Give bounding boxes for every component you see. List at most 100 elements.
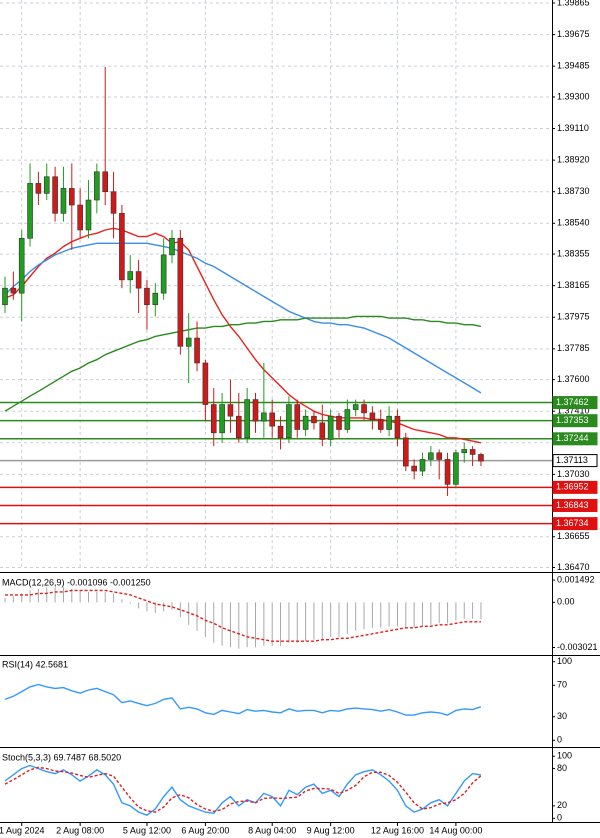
y-tick-label: 1.37600 — [557, 374, 590, 384]
candle-body — [344, 409, 351, 430]
candle-body — [119, 213, 125, 281]
candle-body — [202, 362, 209, 405]
candle-body — [277, 425, 284, 439]
candle-body — [327, 415, 334, 440]
candle-body — [144, 287, 150, 306]
y-tick-label: 1.39110 — [557, 123, 589, 133]
candle-body — [52, 176, 58, 214]
level-label: 1.36952 — [556, 482, 589, 492]
candle-body — [152, 292, 159, 306]
y-tick-label: 100 — [557, 656, 572, 666]
level-label: 1.36734 — [556, 518, 589, 528]
candle-body — [453, 452, 459, 485]
indicator-line — [4, 764, 482, 816]
candle-body — [469, 449, 476, 455]
y-tick-label: 70 — [557, 680, 567, 690]
level-label-box — [552, 480, 598, 494]
candle-body — [411, 465, 417, 472]
level-label: 1.37462 — [556, 397, 589, 407]
candle-body — [10, 287, 17, 294]
candle-body — [35, 183, 42, 194]
indicator-line — [5, 589, 481, 642]
candle-body — [77, 204, 83, 231]
y-tick-label: 1.38165 — [557, 280, 590, 290]
indicator-line — [4, 766, 482, 813]
level-label: 1.36843 — [556, 500, 589, 510]
candle-body — [244, 399, 250, 439]
candle-body — [85, 199, 92, 231]
candle-body — [436, 452, 443, 460]
x-tick-label: 1 Aug 2024 — [0, 825, 44, 835]
level-label-box — [552, 414, 598, 428]
candle-body — [177, 237, 184, 347]
y-tick-label: 1.38355 — [557, 248, 590, 258]
candle-body — [386, 415, 392, 430]
candle-body — [219, 404, 225, 434]
y-tick-label: 1.39300 — [557, 91, 590, 101]
candle-body — [269, 412, 276, 427]
candle-body — [352, 404, 359, 410]
y-tick-label: -0.003021 — [557, 642, 598, 652]
candle-body — [369, 412, 376, 420]
indicator-line — [4, 227, 482, 444]
y-tick-label: 0 — [557, 813, 562, 823]
indicator-line — [4, 315, 482, 412]
candle-body — [302, 415, 309, 430]
y-tick-label: 1.37030 — [557, 469, 590, 479]
y-tick-label: 1.39865 — [557, 0, 590, 7]
y-tick-label: 100 — [557, 751, 572, 761]
y-tick-label: 20 — [557, 800, 567, 810]
candle-body — [127, 271, 134, 281]
level-label-box — [552, 432, 598, 446]
level-label: 1.37113 — [556, 455, 588, 465]
candle-body — [27, 183, 33, 239]
y-tick-label: 1.39485 — [557, 61, 590, 71]
candle-body — [69, 188, 75, 206]
candle-body — [94, 171, 100, 201]
indicator-line — [4, 683, 482, 716]
level-label-box — [552, 517, 598, 531]
candle-body — [478, 454, 484, 462]
y-tick-label: 1.38920 — [557, 155, 590, 165]
y-tick-label: 1.37975 — [557, 312, 590, 322]
x-tick-label: 9 Aug 12:00 — [307, 825, 355, 835]
candle-body — [261, 412, 267, 422]
indicator-title: MACD(12,26,9) -0.001096 -0.001250 — [2, 577, 151, 587]
candle-body — [185, 337, 192, 347]
candle-body — [2, 287, 8, 306]
y-tick-label: 80 — [557, 763, 567, 773]
y-tick-label: 1.37785 — [557, 343, 590, 353]
candle-body — [160, 254, 167, 294]
candle-body — [286, 404, 292, 439]
candle-body — [402, 437, 409, 467]
y-tick-label: 0.001492 — [557, 574, 595, 584]
y-tick-label: 30 — [557, 711, 567, 721]
indicator-title: Stoch(5,3,3) 69.7487 68.5020 — [2, 752, 121, 762]
level-label: 1.37353 — [556, 415, 589, 425]
x-tick-label: 6 Aug 20:00 — [181, 825, 229, 835]
candle-body — [294, 404, 301, 430]
y-tick-label: 1.36655 — [557, 531, 590, 541]
candle-body — [361, 404, 367, 414]
candle-body — [419, 459, 426, 472]
candle-body — [311, 415, 317, 424]
candle-body — [428, 452, 434, 460]
candle-body — [169, 237, 175, 256]
level-label-box — [552, 396, 598, 410]
candle-body — [135, 271, 142, 289]
candle-body — [210, 404, 217, 434]
candle-body — [394, 415, 401, 439]
level-label: 1.37244 — [556, 433, 589, 443]
x-tick-label: 8 Aug 04:00 — [248, 825, 296, 835]
candle-body — [194, 337, 200, 364]
x-tick-label: 14 Aug 00:00 — [429, 825, 482, 835]
y-tick-label: 1.38730 — [557, 186, 590, 196]
level-label-box — [552, 454, 598, 468]
x-tick-label: 12 Aug 16:00 — [371, 825, 424, 835]
candle-body — [444, 459, 451, 485]
candle-body — [18, 237, 25, 294]
y-tick-label: 0 — [557, 735, 562, 745]
candle-body — [252, 399, 259, 422]
candle-body — [110, 191, 117, 214]
candle-body — [461, 449, 468, 454]
